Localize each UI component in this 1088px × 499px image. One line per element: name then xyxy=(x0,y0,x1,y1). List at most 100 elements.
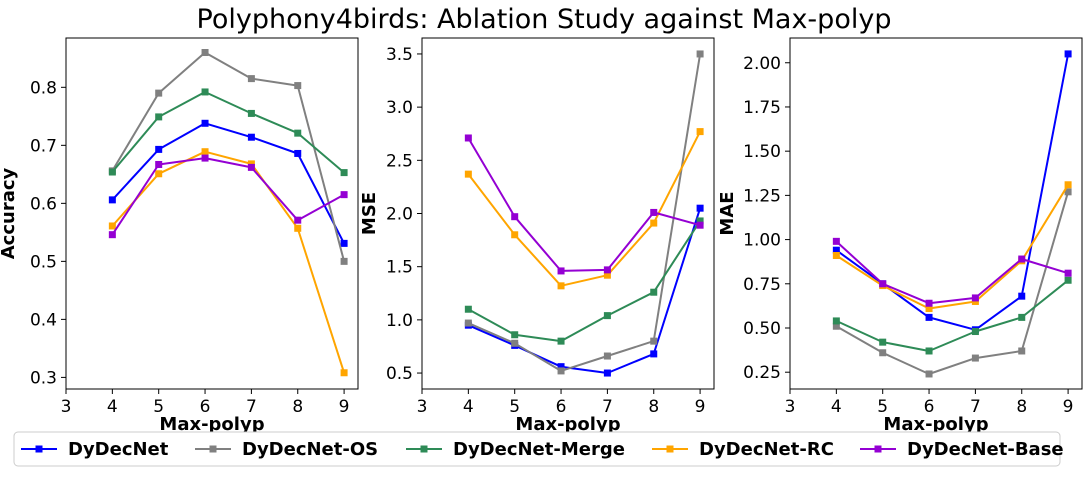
series-line xyxy=(467,137,701,272)
data-point xyxy=(832,322,840,330)
series-line xyxy=(835,184,1069,310)
data-point xyxy=(511,339,519,347)
data-point xyxy=(696,50,704,58)
data-point xyxy=(557,282,565,290)
data-point xyxy=(925,347,933,355)
series-line xyxy=(111,122,345,244)
data-point xyxy=(879,280,887,288)
data-point xyxy=(511,231,519,239)
data-point xyxy=(925,313,933,321)
data-point xyxy=(340,369,348,377)
data-point xyxy=(294,129,302,137)
x-axis-label: Max-polyp xyxy=(515,414,620,435)
x-tick-label: 4 xyxy=(463,397,474,417)
x-tick-label: 5 xyxy=(877,397,888,417)
data-point xyxy=(464,170,472,178)
legend-item: DyDecNet-OS xyxy=(195,439,378,460)
series-dydecnet xyxy=(832,50,1072,334)
data-point xyxy=(155,160,163,168)
y-tick-label: 0.8 xyxy=(30,78,57,98)
data-point xyxy=(971,328,979,336)
y-tick-label: 0.50 xyxy=(743,319,781,339)
data-point xyxy=(650,208,658,216)
data-point xyxy=(971,354,979,362)
data-point xyxy=(557,367,565,375)
x-tick-label: 4 xyxy=(831,397,842,417)
data-point xyxy=(650,219,658,227)
data-point xyxy=(650,350,658,358)
series-dydecnet-os xyxy=(832,188,1072,378)
data-point xyxy=(696,221,704,229)
series-line xyxy=(111,157,345,236)
data-point xyxy=(155,113,163,121)
series-dydecnet-merge xyxy=(464,217,704,345)
data-point xyxy=(971,294,979,302)
data-point xyxy=(294,149,302,157)
data-point xyxy=(925,370,933,378)
x-axis-label: Max-polyp xyxy=(159,414,264,435)
data-point xyxy=(155,170,163,178)
data-point xyxy=(108,231,116,239)
legend-marker xyxy=(666,445,674,453)
data-point xyxy=(832,246,840,254)
legend-marker xyxy=(420,445,428,453)
x-tick-label: 8 xyxy=(648,397,659,417)
data-point xyxy=(1018,313,1026,321)
data-point xyxy=(925,299,933,307)
x-tick-label: 7 xyxy=(970,397,981,417)
data-point xyxy=(155,89,163,97)
y-tick-label: 1.50 xyxy=(743,142,781,162)
data-point xyxy=(879,338,887,346)
y-tick-label: 0.7 xyxy=(30,136,57,156)
series-dydecnet-rc xyxy=(832,181,1072,313)
legend: DyDecNet DyDecNet-OS DyDecNet-Merge DyDecNe… xyxy=(13,431,1064,467)
data-point xyxy=(201,88,209,96)
data-point xyxy=(340,239,348,247)
data-point xyxy=(511,331,519,339)
y-tick-label: 3.0 xyxy=(386,98,413,118)
x-tick-label: 3 xyxy=(785,397,796,417)
x-tick-label: 6 xyxy=(924,397,935,417)
y-tick-label: 1.75 xyxy=(743,98,781,118)
series-dydecnet-base xyxy=(832,237,1072,307)
y-tick-label: 0.5 xyxy=(386,364,413,384)
data-point xyxy=(108,222,116,230)
data-point xyxy=(201,119,209,127)
x-tick-label: 9 xyxy=(1063,397,1074,417)
data-point xyxy=(1018,347,1026,355)
data-point xyxy=(925,305,933,313)
x-tick-label: 6 xyxy=(556,397,567,417)
y-tick-label: 0.75 xyxy=(743,275,781,295)
data-point xyxy=(108,196,116,204)
x-tick-label: 9 xyxy=(339,397,350,417)
series-line xyxy=(835,53,1070,331)
series-dydecnet xyxy=(108,119,348,247)
y-tick-label: 1.0 xyxy=(386,311,413,331)
data-point xyxy=(247,133,255,141)
y-tick-label: 0.5 xyxy=(30,252,57,272)
y-tick-label: 2.5 xyxy=(386,151,413,171)
legend-label: DyDecNet-Base xyxy=(907,439,1064,460)
y-tick-label: 1.00 xyxy=(743,231,781,251)
data-point xyxy=(464,319,472,327)
series-dydecnet-base xyxy=(108,154,348,239)
y-axis-label: Accuracy xyxy=(0,167,19,259)
x-tick-label: 5 xyxy=(153,397,164,417)
y-tick-label: 0.6 xyxy=(30,194,57,214)
y-axis-label: MSE xyxy=(359,192,380,235)
data-point xyxy=(464,134,472,142)
series-line xyxy=(111,91,345,174)
data-point xyxy=(971,297,979,305)
data-point xyxy=(155,145,163,153)
series-dydecnet-base xyxy=(464,134,704,275)
plot-frame xyxy=(789,37,1083,390)
data-point xyxy=(247,163,255,171)
legend-item: DyDecNet-RC xyxy=(652,439,834,460)
series-line xyxy=(467,53,702,372)
legend-label: DyDecNet-OS xyxy=(242,439,378,460)
data-point xyxy=(696,128,704,136)
y-tick-label: 1.5 xyxy=(386,258,413,278)
data-point xyxy=(650,288,658,296)
series-line xyxy=(111,51,346,262)
